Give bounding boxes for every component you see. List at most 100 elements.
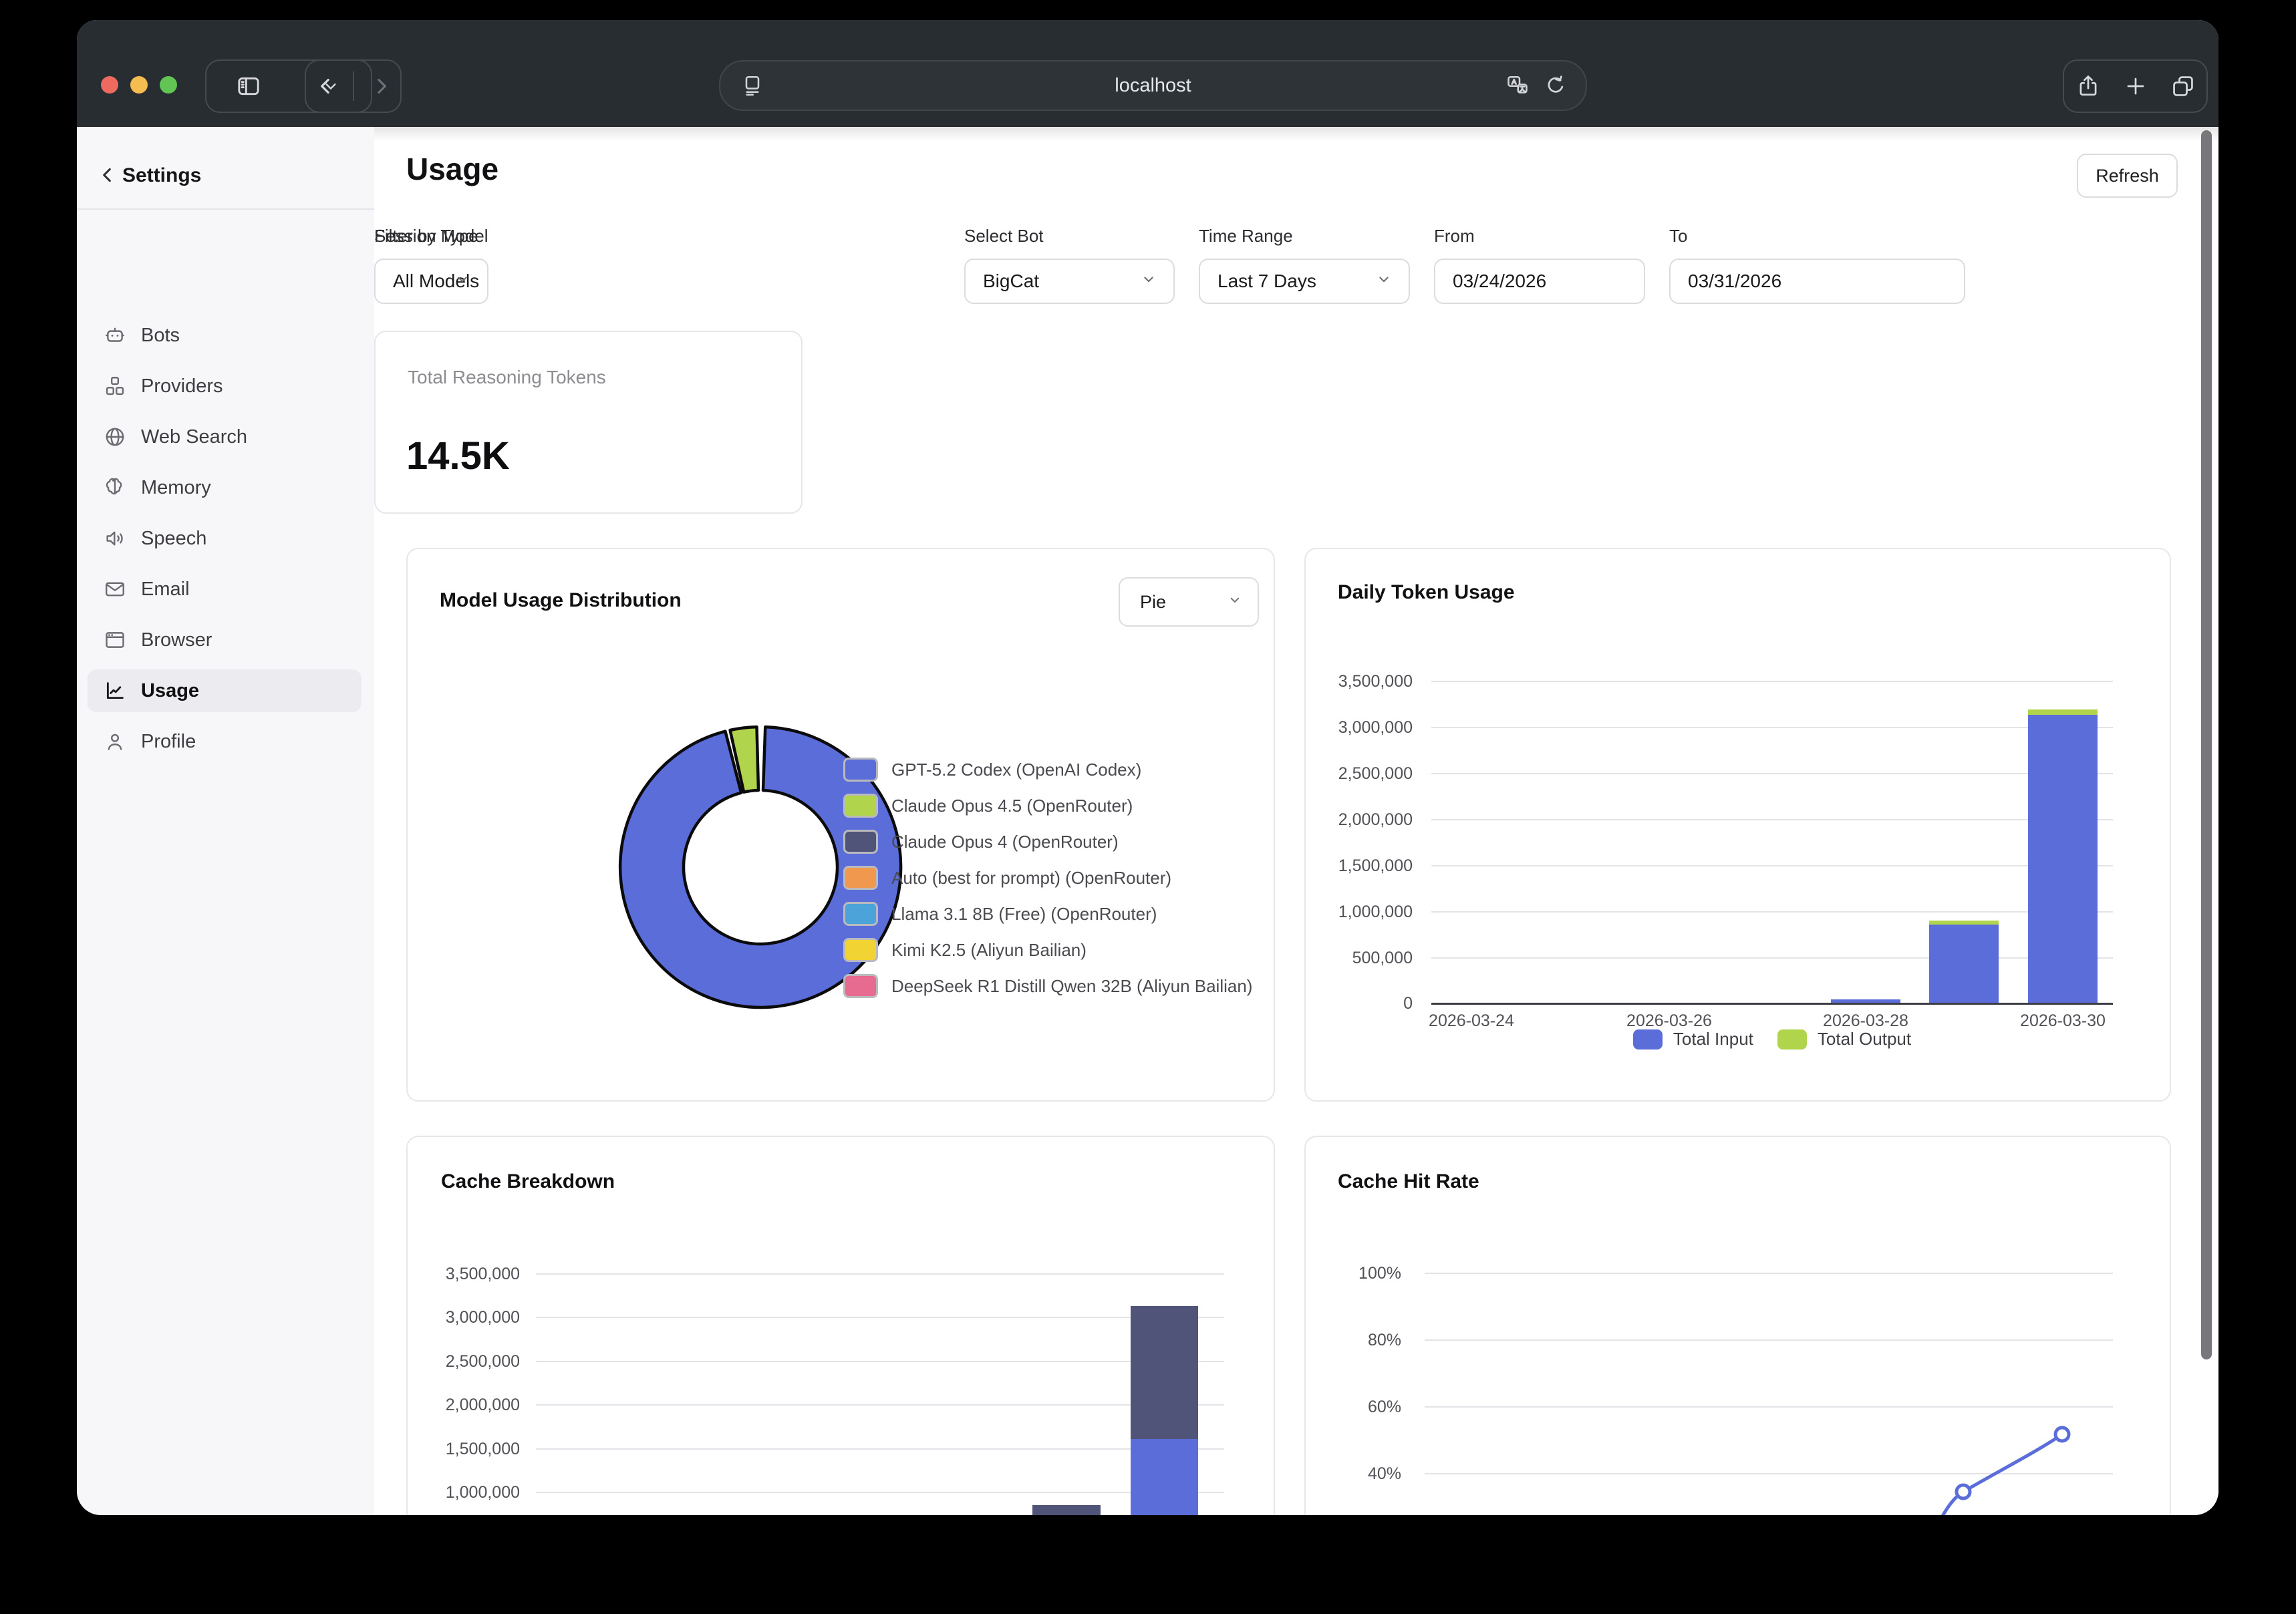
usage-page: Usage Refresh Select Bot BigCat Time Ran… xyxy=(374,127,2218,1515)
scrollbar-thumb[interactable] xyxy=(2201,130,2212,1359)
tabs-icon xyxy=(2172,76,2193,96)
gridline xyxy=(1425,1339,2113,1341)
x-axis xyxy=(1431,1003,2113,1005)
bar-input-03-28[interactable] xyxy=(1831,999,1900,1003)
y-tick: 2,500,000 xyxy=(1338,764,1413,783)
close-window-button[interactable] xyxy=(101,76,118,94)
back-to-settings-button[interactable] xyxy=(97,164,118,189)
y-tick: 1,500,000 xyxy=(1338,856,1413,875)
filter-field: To 03/31/2026 xyxy=(1669,226,1965,304)
legend-item[interactable]: Total Input xyxy=(1632,1029,1753,1050)
legend-swatch xyxy=(1632,1029,1663,1050)
settings-sidebar: Settings Bots Provide xyxy=(77,127,376,1515)
legend-item[interactable]: Kimi K2.5 (Aliyun Bailian) xyxy=(843,938,1252,962)
gridline xyxy=(536,1404,1224,1406)
page-format-button[interactable] xyxy=(740,73,764,98)
legend-item[interactable]: Claude Opus 4.5 (OpenRouter) xyxy=(843,794,1252,818)
filter-label: Filter by Model xyxy=(374,226,488,246)
sidebar-item-email[interactable]: Email xyxy=(88,568,362,611)
chart-type-select[interactable]: Pie xyxy=(1119,577,1259,627)
gridline xyxy=(1425,1273,2113,1274)
filter-input[interactable]: Last 7 Days xyxy=(1199,259,1410,304)
gridline xyxy=(1431,865,2113,866)
legend-item[interactable]: GPT-5.2 Codex (OpenAI Codex) xyxy=(843,758,1252,782)
url-text[interactable]: localhost xyxy=(1115,74,1191,96)
sidebar-item-label: Email xyxy=(141,578,190,600)
bar-blue-03-30[interactable] xyxy=(1131,1439,1198,1515)
usage-chart-icon xyxy=(104,679,126,702)
bar-dark-03-29[interactable] xyxy=(1032,1505,1101,1515)
filter-input[interactable]: 03/31/2026 xyxy=(1669,259,1965,304)
sidebar-item-profile[interactable]: Profile xyxy=(88,720,362,763)
legend-swatch xyxy=(843,794,878,818)
data-point-03-30[interactable] xyxy=(2053,1426,2071,1443)
legend-item[interactable]: Auto (best for prompt) (OpenRouter) xyxy=(843,866,1252,890)
sidebar-item-bots[interactable]: Bots xyxy=(88,314,362,357)
refresh-button[interactable]: Refresh xyxy=(2077,154,2178,198)
back-button[interactable] xyxy=(313,73,339,99)
bar-dark-03-30[interactable] xyxy=(1131,1306,1198,1439)
pie-legend: GPT-5.2 Codex (OpenAI Codex) Claude Opus… xyxy=(843,758,1252,998)
bar-input-03-29[interactable] xyxy=(1929,925,1999,1003)
minimize-window-button[interactable] xyxy=(130,76,148,94)
filter-value: BigCat xyxy=(983,271,1040,291)
toggle-sidebar-button[interactable] xyxy=(235,73,262,100)
chart-legend: Total Input Total Output xyxy=(1431,1029,2113,1050)
donut-slice-gpt52[interactable] xyxy=(618,725,903,1009)
filter-input[interactable]: All Models xyxy=(374,259,488,304)
bar-input-03-30[interactable] xyxy=(2028,715,2098,1003)
chevron-down-icon xyxy=(1226,591,1244,614)
data-point-03-29[interactable] xyxy=(1955,1483,1972,1500)
sidebar-title: Settings xyxy=(122,164,202,186)
forward-button[interactable] xyxy=(368,73,394,99)
legend-swatch xyxy=(843,902,878,926)
sidebar-item-label: Providers xyxy=(141,375,223,397)
x-tick: 2026-03-28 xyxy=(1823,1011,1908,1030)
reload-button[interactable] xyxy=(1543,73,1568,98)
y-tick: 100% xyxy=(1358,1264,1401,1283)
divider xyxy=(352,71,354,101)
bar-output-03-29[interactable] xyxy=(1929,921,1999,925)
sidebar-item-web-search[interactable]: Web Search xyxy=(88,416,362,458)
legend-label: Claude Opus 4.5 (OpenRouter) xyxy=(891,795,1133,816)
y-tick: 1,000,000 xyxy=(1338,903,1413,921)
new-tab-button[interactable] xyxy=(2123,73,2148,99)
chart-title: Model Usage Distribution xyxy=(440,589,682,611)
sidebar-item-browser[interactable]: Browser xyxy=(88,619,362,661)
stat-card: Total Reasoning Tokens 14.5K xyxy=(374,331,803,514)
chevron-down-icon xyxy=(452,269,472,294)
share-button[interactable] xyxy=(2075,73,2101,99)
sidebar-item-usage[interactable]: Usage xyxy=(88,669,362,712)
gridline xyxy=(1425,1406,2113,1408)
y-tick: 60% xyxy=(1367,1398,1401,1416)
gridline xyxy=(536,1273,1224,1275)
address-bar[interactable]: localhost xyxy=(719,60,1587,111)
sidebar-item-memory[interactable]: Memory xyxy=(88,466,362,509)
hit-rate-line-chart xyxy=(1941,1426,2071,1515)
legend-item[interactable]: Llama 3.1 8B (Free) (OpenRouter) xyxy=(843,902,1252,926)
brain-icon xyxy=(104,476,126,499)
zoom-window-button[interactable] xyxy=(160,76,177,94)
translate-button[interactable] xyxy=(1505,73,1530,98)
donut-slice-claude45[interactable] xyxy=(728,725,760,794)
sidebar-item-speech[interactable]: Speech xyxy=(88,517,362,560)
sidebar-menu-button[interactable] xyxy=(319,75,342,98)
filter-input[interactable]: BigCat xyxy=(964,259,1175,304)
legend-label: Llama 3.1 8B (Free) (OpenRouter) xyxy=(891,903,1157,924)
y-tick: 80% xyxy=(1367,1331,1401,1349)
person-icon xyxy=(104,730,126,753)
legend-item[interactable]: Claude Opus 4 (OpenRouter) xyxy=(843,830,1252,854)
legend-item[interactable]: DeepSeek R1 Distill Qwen 32B (Aliyun Bai… xyxy=(843,974,1252,998)
donut-chart xyxy=(618,725,903,1009)
reader-page-icon xyxy=(745,75,760,96)
legend-label: Claude Opus 4 (OpenRouter) xyxy=(891,831,1119,852)
legend-item[interactable]: Total Output xyxy=(1777,1029,1911,1050)
sidebar-item-providers[interactable]: Providers xyxy=(88,365,362,408)
filter-input[interactable]: 03/24/2026 xyxy=(1434,259,1645,304)
chart-title: Cache Breakdown xyxy=(441,1170,615,1192)
tab-overview-button[interactable] xyxy=(2170,73,2196,99)
filter-label: Time Range xyxy=(1199,226,1293,246)
bar-output-03-30[interactable] xyxy=(2028,709,2098,715)
legend-label: Auto (best for prompt) (OpenRouter) xyxy=(891,867,1172,888)
filter-field: From 03/24/2026 xyxy=(1434,226,1645,304)
